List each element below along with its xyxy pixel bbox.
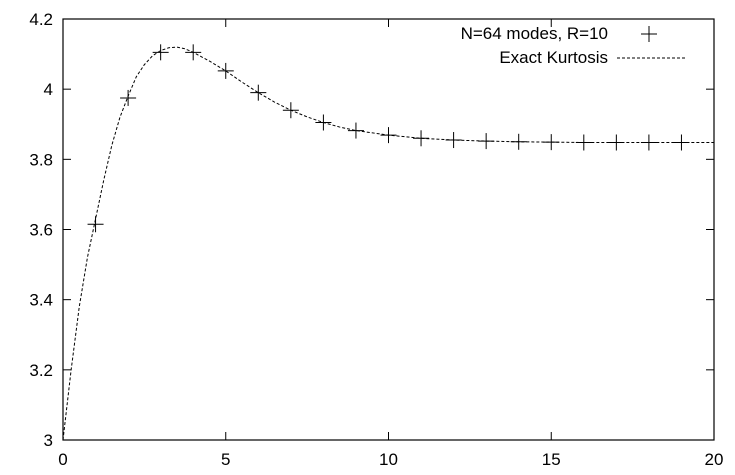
data-point <box>217 62 234 79</box>
data-point <box>478 133 495 150</box>
data-point <box>315 114 332 131</box>
data-point <box>510 133 527 150</box>
x-tick-label: 20 <box>705 450 724 469</box>
y-tick-label: 4.2 <box>29 10 53 29</box>
y-tick-label: 3.6 <box>29 221 53 240</box>
plot-frame <box>62 18 715 441</box>
data-point <box>282 102 299 119</box>
data-point <box>445 132 462 149</box>
data-point <box>380 127 397 144</box>
y-tick-label: 3.8 <box>29 150 53 169</box>
y-tick-label: 3.4 <box>29 291 53 310</box>
exact-kurtosis-line <box>62 46 714 441</box>
data-point <box>347 122 364 139</box>
legend-swatches <box>617 26 685 59</box>
data-point <box>413 130 430 147</box>
data-point <box>185 44 202 61</box>
x-tick-label: 10 <box>379 450 398 469</box>
data-point <box>250 84 267 101</box>
data-point <box>673 134 690 151</box>
y-tick-label: 4 <box>44 80 53 99</box>
axis-tick-labels: 0 5 10 15 20 3 3.2 3.4 3.6 3.8 4 4.2 <box>29 10 723 469</box>
data-point <box>608 134 625 151</box>
data-point <box>120 89 137 106</box>
x-tick-label: 5 <box>221 450 230 469</box>
data-point <box>152 44 169 61</box>
x-tick-label: 0 <box>58 450 67 469</box>
data-point <box>87 216 104 233</box>
axis-ticks <box>62 18 715 441</box>
legend-label-exact: Exact Kurtosis <box>499 48 608 67</box>
y-tick-label: 3 <box>44 431 53 450</box>
legend: N=64 modes, R=10 Exact Kurtosis <box>461 24 685 67</box>
exact-kurtosis-series <box>62 46 714 441</box>
data-point <box>575 134 592 151</box>
legend-label-simulation: N=64 modes, R=10 <box>461 24 608 43</box>
simulation-series <box>87 44 690 233</box>
x-tick-label: 15 <box>542 450 561 469</box>
y-tick-label: 3.2 <box>29 361 53 380</box>
data-point <box>543 134 560 151</box>
data-point <box>640 134 657 151</box>
